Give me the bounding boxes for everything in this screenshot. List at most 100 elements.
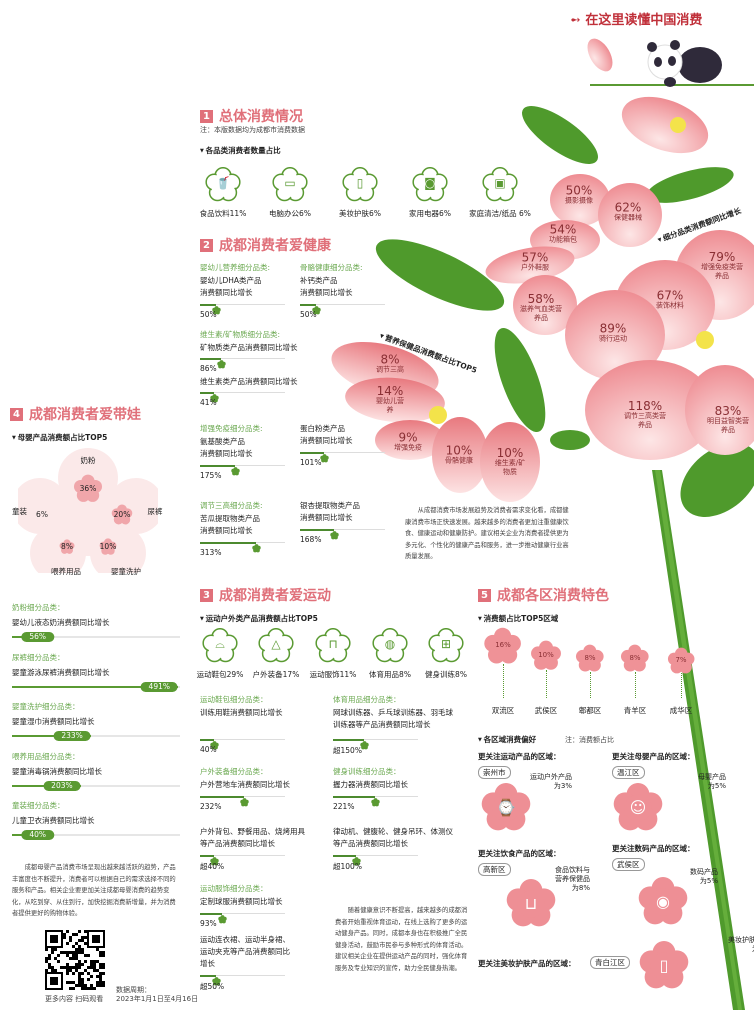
growth-petal-label: 79% 增强免疫类营养品 — [700, 251, 744, 281]
dotted-line — [503, 664, 504, 698]
section-number: 4 — [10, 408, 23, 421]
section-3-title: 3 成都消费者爱运动 — [200, 585, 331, 605]
subcategory-title: 婴幼儿营养细分品类: — [200, 263, 271, 272]
flower-marker — [99, 538, 117, 556]
section-4-title: 4 成都消费者爱带娃 — [10, 404, 141, 424]
growth-value: 超40% — [200, 862, 225, 871]
annotation-line: 为8% — [571, 884, 590, 892]
dotted-line — [590, 672, 591, 698]
growth-value: 40% — [21, 830, 54, 840]
category-label: 运动服饰11% — [309, 670, 357, 679]
category-value: 20% — [113, 510, 131, 519]
preference-flower: ◉ — [637, 876, 689, 928]
annotation-line: 为5% — [707, 782, 726, 790]
district-flower — [483, 627, 522, 666]
category-label: 健身训练8% — [425, 670, 467, 679]
district-share: 10% — [538, 651, 554, 659]
growth-value: 101% — [300, 458, 322, 467]
dotted-line — [635, 672, 636, 698]
petal-category: 维生素/矿物质 — [494, 459, 526, 476]
petal-category: 户外鞋服 — [521, 263, 549, 272]
top5-petal-label: 14% 婴幼儿营养 — [374, 385, 406, 415]
growth-slider — [200, 794, 285, 807]
section-1-title: 1 总体消费情况 — [200, 106, 303, 126]
growth-petal-label: 89% 骑行运动 — [583, 323, 643, 344]
subcategory-title: 运动鞋包细分品类： — [200, 695, 268, 704]
category-value: 6% — [36, 510, 48, 519]
qr-code[interactable] — [45, 930, 105, 990]
growth-petal-label: 57% 户外鞋服 — [505, 252, 565, 273]
metric-label: 增长 — [200, 959, 215, 968]
petal-category: 摄影摄像 — [565, 196, 593, 205]
pref-title: 各区域消费偏好 — [478, 734, 537, 745]
metric-label: 儿童卫衣消费额同比增长 — [12, 816, 95, 825]
category-label: 家庭清洁/纸品 6% — [469, 209, 531, 218]
cup-icon: 🥤 — [205, 166, 241, 203]
drink-cup-icon: ⊔ — [524, 894, 538, 913]
period-value: 2023年1月1日至4月16日 — [116, 995, 199, 1003]
annotation-line: 营养保健品 — [555, 875, 590, 883]
subcategory-title: 骨骼健康细分品类: — [300, 263, 363, 272]
annotation-line: 为5% — [699, 877, 718, 885]
district-name[interactable]: 双流区 — [491, 706, 515, 715]
metric-label: 氨基酸类产品 — [200, 437, 245, 446]
metric-label: 握力器消费额同比增长 — [333, 780, 408, 789]
petal-value: 89% — [599, 321, 627, 336]
category-value: 36% — [79, 484, 97, 493]
preference-flower: ⊔ — [505, 878, 557, 930]
petal-category: 保健器械 — [614, 213, 642, 222]
subtitle: 消费额占比TOP5区域 — [478, 613, 559, 624]
district-tag[interactable]: 崇州市 — [478, 766, 511, 779]
petal-category: 骑行运动 — [599, 334, 627, 343]
growth-slider — [200, 540, 285, 553]
subcategory-title: 运动服饰细分品类： — [200, 884, 268, 893]
district-name[interactable]: 成华区 — [669, 706, 693, 715]
growth-value: 56% — [21, 632, 54, 642]
metric-label: 消费额同比增长 — [200, 526, 253, 535]
preference-flower: ▯ — [638, 940, 690, 992]
district-tag[interactable]: 武侯区 — [612, 858, 645, 871]
top5-petal-label: 8% 调节三高 — [374, 354, 406, 375]
subcategory-title: 体育用品细分品类： — [333, 695, 401, 704]
annotation-line: 数码产品 — [690, 868, 718, 876]
subtitle: 母婴产品消费额占比TOP5 — [12, 432, 108, 443]
sport-paragraph: 随着健康意识不断提高，越来越多的成都消费者开始重视体育运动，在线上选购了更多的运… — [335, 907, 468, 972]
petal-category: 功能箱包 — [549, 235, 577, 244]
category-label: 童装 — [12, 507, 27, 516]
annotation-line: 为4% — [728, 945, 754, 954]
category-label: 尿裤 — [147, 507, 163, 516]
subcategory-title: 调节三高细分品类: — [200, 501, 263, 510]
petal-value: 79% — [708, 250, 736, 264]
petal-value: 118% — [627, 399, 663, 413]
subcategory-title: 增强免疫细分品类: — [200, 424, 263, 433]
district-name[interactable]: 青羊区 — [623, 706, 647, 715]
petal-category: 增强免疫 — [394, 443, 422, 452]
metric-label: 定制球服消费额同比增长 — [200, 897, 283, 906]
district-name[interactable]: 武侯区 — [534, 706, 558, 715]
subcategory-title: 尿裤细分品类： — [12, 652, 65, 662]
baby-face-icon: ☺ — [629, 798, 647, 817]
district-tag[interactable]: 青白江区 — [590, 956, 630, 969]
metric-label: 婴幼儿液态奶消费额同比增长 — [12, 618, 110, 627]
preference-question: 更关注数码产品的区域： — [612, 844, 695, 853]
cosmetics-icon: ▯ — [342, 166, 378, 203]
growth-bar: 233% — [12, 731, 180, 741]
jacket-icon: ⊓ — [315, 627, 351, 664]
category-value: 10% — [99, 542, 117, 551]
category-label: 奶粉 — [80, 456, 96, 465]
category-label: 家用电器6% — [409, 209, 451, 218]
period-label: 数据周期： — [116, 986, 151, 994]
petal-value: 62% — [614, 200, 642, 215]
flower-marker — [111, 504, 133, 526]
district-tag[interactable]: 高新区 — [478, 863, 511, 876]
petal-category: 婴幼儿营养 — [376, 397, 404, 414]
metric-label: 运动夹克等产品消费额同比 — [200, 947, 290, 956]
district-name[interactable]: 郫都区 — [578, 706, 602, 715]
district-tag[interactable]: 温江区 — [612, 766, 645, 779]
health-paragraph: 从成都消费市场发展趋势及消费者需求变化看，成都健康消费市场正快速发展。越来越多的… — [405, 507, 569, 560]
category-value: 8% — [61, 542, 73, 551]
district-flower — [620, 644, 650, 674]
section-number: 3 — [200, 589, 213, 602]
petal-value: 57% — [521, 250, 549, 265]
